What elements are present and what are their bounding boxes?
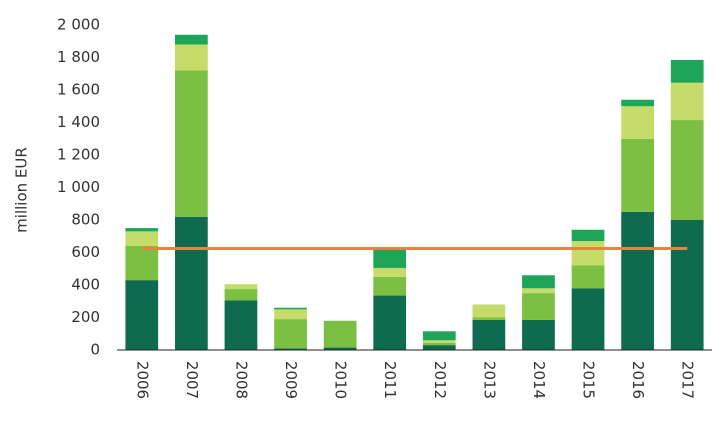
bar-segment [422,345,456,350]
bar-segment [621,106,654,139]
x-tick-label: 2008 [232,361,250,399]
bar-segment [323,320,357,348]
bar-segment [571,229,605,242]
bar-segment [224,289,258,301]
x-tick-label: 2015 [580,361,598,399]
bar-segment [274,307,307,310]
y-tick-label: 1 200 [57,146,100,164]
bar-segment [422,342,456,346]
x-tick-label: 2006 [133,361,151,399]
bar-segment [621,211,654,350]
y-tick-label: 0 [90,341,100,359]
bar-segment [373,267,407,277]
bar-segment [274,348,307,350]
x-tick-label: 2010 [332,361,350,399]
bar-segment [670,120,704,220]
x-tick-label: 2009 [282,361,300,399]
bar-segment [373,295,407,350]
x-tick-label: 2012 [431,361,449,399]
bar-segment [472,317,506,320]
y-tick-label: 600 [71,243,100,261]
bar-segment [522,319,555,350]
y-tick-label: 1 800 [57,48,100,66]
bar-segment [621,138,654,212]
x-tick-label: 2007 [183,361,201,399]
bar-segment [670,82,704,121]
bar-segment [274,309,307,320]
bar-segment [175,216,208,350]
x-tick-label: 2013 [480,361,498,399]
x-tick-label: 2016 [629,361,647,399]
x-tick-label: 2014 [530,361,548,399]
bar-segment [125,228,159,232]
bar-segment [621,99,654,107]
bar-segment [175,70,208,217]
bar-segment [472,304,506,318]
bar-segment [571,241,605,266]
y-tick-label: 200 [71,308,100,326]
bar-segment [522,275,555,289]
bar-segment [175,34,208,45]
bar-segment [373,276,407,296]
y-tick-label: 2 000 [57,16,100,34]
y-tick-label: 400 [71,276,100,294]
y-tick-label: 800 [71,211,100,229]
bar-segment [522,293,555,320]
bar-segment [422,331,456,341]
bar-segment [125,231,159,246]
bar-segment [472,319,506,350]
bar-segment [323,347,357,350]
x-tick-label: 2017 [679,361,697,399]
bar-segment [224,300,258,350]
bar-segment [224,284,258,290]
bar-segment [670,59,704,83]
y-axis-title: million EUR [13,147,31,233]
x-tick-label: 2011 [381,361,399,399]
y-tick-label: 1 000 [57,178,100,196]
bar-segment [571,288,605,350]
bar-segment [571,265,605,289]
bar-segment [373,249,407,268]
y-tick-label: 1 600 [57,81,100,99]
bar-segment [274,319,307,349]
bar-segment [522,288,555,294]
bar-segment [125,280,159,350]
bar-segment [422,340,456,343]
bar-segment [670,220,704,350]
bar-segment [175,44,208,71]
bar-segment [125,246,159,281]
y-tick-label: 1 400 [57,113,100,131]
